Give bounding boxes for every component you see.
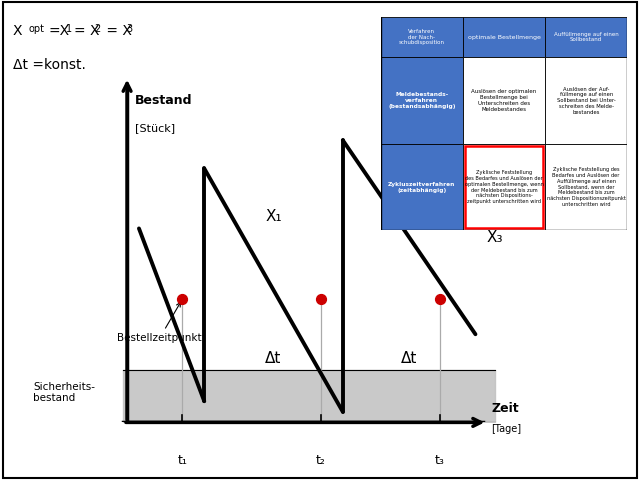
Text: opt: opt — [29, 24, 45, 34]
Bar — [463, 144, 545, 230]
Text: Zykluszeitverfahren
(zeitabhängig): Zykluszeitverfahren (zeitabhängig) — [388, 182, 456, 192]
Text: Bestand: Bestand — [135, 95, 193, 108]
Text: Auslösen der Auf-
füllmenge auf einen
Sollbestand bei Unter-
schreiten des Melde: Auslösen der Auf- füllmenge auf einen So… — [557, 86, 616, 115]
Text: X: X — [13, 24, 22, 38]
Text: =X: =X — [48, 24, 69, 38]
Text: Sicherheits-
bestand: Sicherheits- bestand — [33, 382, 95, 403]
Bar — [465, 146, 543, 228]
Text: 1: 1 — [66, 24, 72, 34]
Bar — [381, 58, 463, 144]
Text: optimale Bestellmenge: optimale Bestellmenge — [468, 35, 540, 39]
Text: Auslösen der optimalen
Bestellmenge bei
Unterschreiten des
Meldebestandes: Auslösen der optimalen Bestellmenge bei … — [472, 89, 536, 112]
Text: X₂: X₂ — [381, 205, 397, 220]
Bar — [463, 58, 545, 144]
Bar — [381, 144, 463, 230]
Text: Δt =konst.: Δt =konst. — [13, 58, 86, 72]
Text: 3: 3 — [127, 24, 133, 34]
Text: = X: = X — [102, 24, 132, 38]
Text: X₁: X₁ — [265, 209, 282, 224]
Text: t₁: t₁ — [177, 454, 188, 467]
Text: [Stück]: [Stück] — [135, 123, 175, 132]
Point — [316, 295, 326, 303]
Text: Auffüllmenge auf einen
Sollbestand: Auffüllmenge auf einen Sollbestand — [554, 32, 618, 43]
Text: 2: 2 — [95, 24, 101, 34]
Text: Meldebestands-
verfahren
(bestandsabhängig): Meldebestands- verfahren (bestandsabhäng… — [388, 92, 456, 109]
Text: X₃: X₃ — [487, 230, 504, 245]
Point — [177, 295, 188, 303]
Text: Verfahren
der Nach-
schubdisposition: Verfahren der Nach- schubdisposition — [399, 29, 445, 46]
Text: Bestellzeitpunkt: Bestellzeitpunkt — [117, 302, 202, 343]
Text: Zyklische Feststellung
des Bedarfes und Auslösen der
optimalen Bestellmenge, wen: Zyklische Feststellung des Bedarfes und … — [465, 170, 543, 204]
Text: [Tage]: [Tage] — [492, 424, 522, 434]
Point — [435, 295, 445, 303]
Bar — [545, 17, 627, 58]
Text: Zeit: Zeit — [492, 402, 519, 415]
Text: Zyklische Feststellung des
Bedarfes und Auslösen der
Auffüllmenge auf einen
Soll: Zyklische Feststellung des Bedarfes und … — [547, 167, 625, 207]
Text: Δt: Δt — [266, 351, 282, 366]
Text: Δt: Δt — [401, 351, 417, 366]
Bar — [545, 144, 627, 230]
Bar — [545, 58, 627, 144]
Bar — [463, 17, 545, 58]
Bar — [381, 17, 463, 58]
Text: t₃: t₃ — [435, 454, 445, 467]
Text: = X: = X — [74, 24, 99, 38]
Text: t₂: t₂ — [316, 454, 326, 467]
